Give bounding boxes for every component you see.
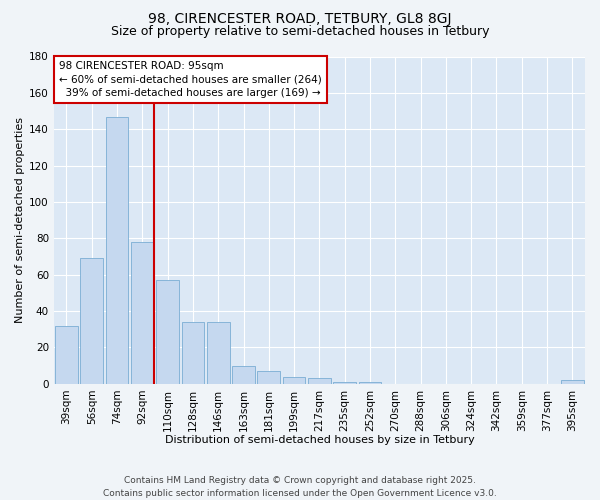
Text: Size of property relative to semi-detached houses in Tetbury: Size of property relative to semi-detach… xyxy=(111,25,489,38)
X-axis label: Distribution of semi-detached houses by size in Tetbury: Distribution of semi-detached houses by … xyxy=(164,435,474,445)
Bar xyxy=(156,280,179,384)
Y-axis label: Number of semi-detached properties: Number of semi-detached properties xyxy=(15,117,25,323)
Bar xyxy=(182,322,204,384)
Bar xyxy=(561,380,584,384)
Bar xyxy=(257,371,280,384)
Bar xyxy=(131,242,154,384)
Bar xyxy=(106,116,128,384)
Bar xyxy=(334,382,356,384)
Bar xyxy=(80,258,103,384)
Text: 98 CIRENCESTER ROAD: 95sqm
← 60% of semi-detached houses are smaller (264)
  39%: 98 CIRENCESTER ROAD: 95sqm ← 60% of semi… xyxy=(59,62,322,98)
Bar xyxy=(283,376,305,384)
Bar xyxy=(55,326,78,384)
Bar xyxy=(359,382,382,384)
Bar xyxy=(308,378,331,384)
Bar xyxy=(232,366,255,384)
Text: 98, CIRENCESTER ROAD, TETBURY, GL8 8GJ: 98, CIRENCESTER ROAD, TETBURY, GL8 8GJ xyxy=(148,12,452,26)
Text: Contains HM Land Registry data © Crown copyright and database right 2025.
Contai: Contains HM Land Registry data © Crown c… xyxy=(103,476,497,498)
Bar xyxy=(207,322,230,384)
